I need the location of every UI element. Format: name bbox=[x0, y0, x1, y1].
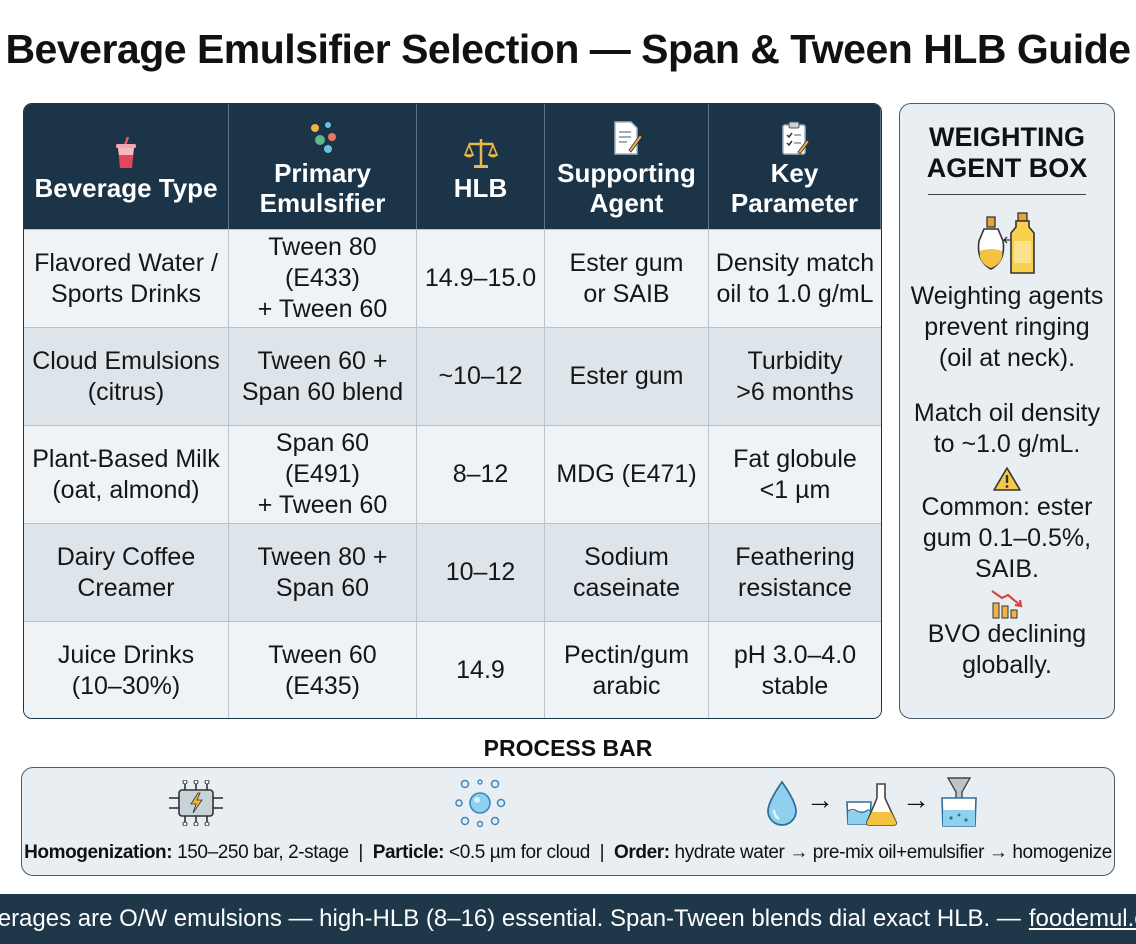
footer-link[interactable]: foodemul.com bbox=[1028, 905, 1136, 932]
weighting-para-density: Match oil density to ~1.0 g/mL. bbox=[913, 399, 1101, 458]
cell-emulsifier: Tween 60 + Span 60 blend bbox=[229, 327, 417, 425]
cell-emulsifier: Tween 80 + Span 60 bbox=[229, 523, 417, 621]
footer-banner: Beverages are O/W emulsions — high-HLB (… bbox=[0, 894, 1136, 944]
cell-supporting-agent: Sodium caseinate bbox=[545, 523, 709, 621]
divider bbox=[928, 194, 1086, 195]
weighting-agent-box: WEIGHTING AGENT BOX Weighting agents pre… bbox=[899, 103, 1115, 719]
emulsifier-table: Beverage Type Primary Emulsifier bbox=[23, 103, 882, 719]
cell-beverage-type: Juice Drinks (10–30%) bbox=[24, 621, 229, 718]
cell-hlb: 8–12 bbox=[417, 425, 545, 523]
cell-supporting-agent: MDG (E471) bbox=[545, 425, 709, 523]
warning-icon bbox=[993, 467, 1021, 491]
cup-drink-icon bbox=[116, 136, 136, 168]
balance-scale-icon bbox=[463, 138, 498, 168]
molecules-icon bbox=[310, 121, 336, 153]
weighting-para-common: Common: ester gum 0.1–0.5%, SAIB. bbox=[921, 493, 1093, 583]
beakers-icon bbox=[846, 783, 897, 826]
cell-beverage-type: Plant-Based Milk (oat, almond) bbox=[24, 425, 229, 523]
cell-hlb: 14.9–15.0 bbox=[417, 229, 545, 327]
cell-key-parameter: Fat globule <1 µm bbox=[709, 425, 881, 523]
oil-bottles-icon bbox=[977, 212, 1035, 274]
cell-emulsifier: Tween 60 (E435) bbox=[229, 621, 417, 718]
circuit-chip-icon bbox=[169, 780, 223, 826]
weighting-para-ringing: Weighting agents prevent ringing (oil at… bbox=[910, 282, 1104, 372]
cell-beverage-type: Dairy Coffee Creamer bbox=[24, 523, 229, 621]
weighting-para-bvo: BVO declining globally. bbox=[927, 620, 1087, 679]
cell-hlb: 10–12 bbox=[417, 523, 545, 621]
header-hlb: HLB bbox=[417, 104, 545, 229]
cell-supporting-agent: Ester gum or SAIB bbox=[545, 229, 709, 327]
cell-hlb: 14.9 bbox=[417, 621, 545, 718]
cell-key-parameter: Feathering resistance bbox=[709, 523, 881, 621]
cell-supporting-agent: Pectin/gum arabic bbox=[545, 621, 709, 718]
cell-beverage-type: Cloud Emulsions (citrus) bbox=[24, 327, 229, 425]
cell-emulsifier: Tween 80 (E433) + Tween 60 bbox=[229, 229, 417, 327]
process-details: Homogenization: 150–250 bar, 2-stage | P… bbox=[24, 842, 1112, 863]
droplet-icon bbox=[767, 780, 797, 826]
header-beverage-type: Beverage Type bbox=[24, 104, 229, 229]
weighting-box-title: WEIGHTING AGENT BOX bbox=[926, 122, 1088, 183]
header-supporting-agent: Supporting Agent bbox=[545, 104, 709, 229]
document-pencil-icon bbox=[613, 120, 643, 155]
arrow-2: → bbox=[902, 784, 930, 815]
process-bar-title: PROCESS BAR bbox=[483, 735, 653, 761]
page-title: Beverage Emulsifier Selection — Span & T… bbox=[5, 26, 1131, 72]
clipboard-check-icon bbox=[781, 121, 810, 155]
cell-key-parameter: Density match oil to 1.0 g/mL bbox=[709, 229, 881, 327]
header-key-parameter: Key Parameter bbox=[709, 104, 881, 229]
footer-text: Beverages are O/W emulsions — high-HLB (… bbox=[0, 905, 1021, 932]
declining-chart-icon bbox=[991, 590, 1023, 619]
cell-key-parameter: Turbidity >6 months bbox=[709, 327, 881, 425]
filter-beaker-icon bbox=[941, 777, 977, 827]
cell-hlb: ~10–12 bbox=[417, 327, 545, 425]
cell-supporting-agent: Ester gum bbox=[545, 327, 709, 425]
process-bar: → → Homogenization: 150–250 bar, 2-stage… bbox=[21, 767, 1115, 876]
arrow-1: → bbox=[806, 784, 834, 815]
cell-emulsifier: Span 60 (E491) + Tween 60 bbox=[229, 425, 417, 523]
particles-icon bbox=[455, 779, 506, 828]
header-primary-emulsifier: Primary Emulsifier bbox=[229, 104, 417, 229]
cell-key-parameter: pH 3.0–4.0 stable bbox=[709, 621, 881, 718]
cell-beverage-type: Flavored Water / Sports Drinks bbox=[24, 229, 229, 327]
